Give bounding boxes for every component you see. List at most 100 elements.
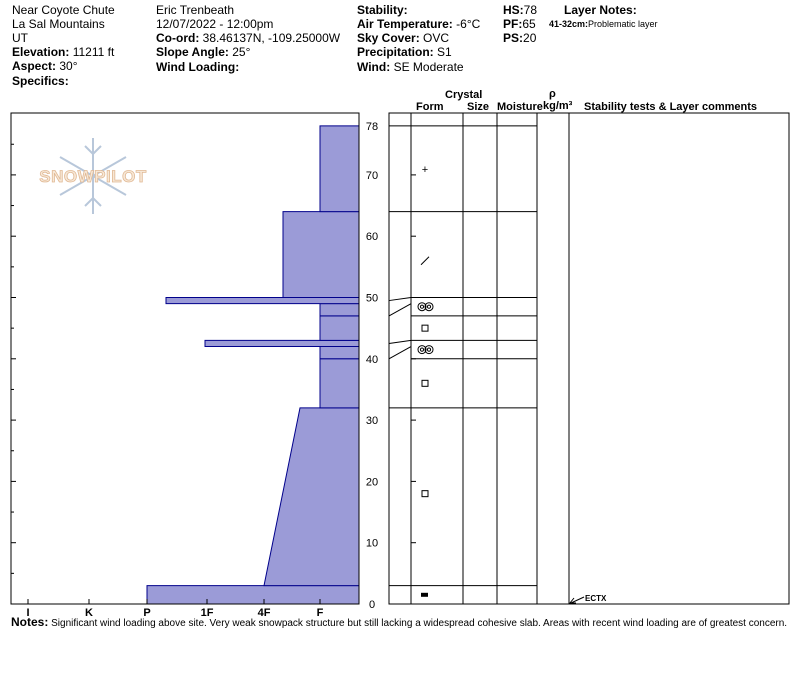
hardness-layer (319, 303, 360, 317)
elevation-value: 11211 ft (72, 45, 115, 59)
observation-datetime: 12/07/2022 - 12:00pm (156, 17, 274, 31)
coordinates: Co-ord: 38.46137N, -109.25000W (156, 31, 340, 45)
col-rho: ρ (549, 88, 556, 100)
air-temp-label: Air Temperature: (357, 17, 453, 31)
y-tick-label: 50 (366, 293, 378, 305)
y-tick-label: 70 (366, 170, 378, 182)
y-tick-label: 10 (366, 538, 378, 550)
faceted-crystals-icon (421, 379, 429, 387)
site-location: Near Coyote Chute (12, 3, 115, 17)
pf: PF:65 (503, 17, 536, 31)
stability-label: Stability: (357, 3, 408, 17)
hardness-layer (146, 585, 360, 605)
y-tick-label: 40 (366, 354, 378, 366)
col-form: Form (416, 101, 444, 113)
aspect-value: 30° (59, 59, 78, 73)
connector-line (388, 303, 412, 317)
y-tick-label: 20 (366, 476, 378, 488)
hardness-layer (165, 297, 360, 305)
aspect: Aspect: 30° (12, 59, 78, 73)
surface-hoar-icon (417, 302, 434, 312)
x-tick-label: 1F (201, 607, 214, 619)
hardness-layer (319, 315, 360, 341)
aspect-label: Aspect: (12, 59, 57, 73)
coord-value: 38.46137N, -109.25000W (202, 31, 341, 45)
faceted-crystals-icon (421, 324, 429, 332)
wind: Wind: SE Moderate (357, 60, 464, 74)
air-temperature: Air Temperature: -6°C (357, 17, 480, 31)
y-tick-label: 78 (366, 121, 378, 133)
y-tick-label: 0 (369, 599, 375, 611)
ps: PS:20 (503, 31, 536, 45)
layer-notes-title: Layer Notes: (564, 3, 637, 17)
pf-label: PF: (503, 17, 523, 31)
hardness-layer (204, 339, 360, 348)
hs: HS:78 (503, 3, 537, 17)
hardness-layer (282, 211, 360, 298)
col-moisture: Moisture (497, 101, 543, 113)
hs-label: HS: (503, 3, 524, 17)
hardness-layer (319, 346, 360, 360)
precip-particles-icon: + (422, 164, 428, 176)
notes-label: Notes: (11, 615, 49, 629)
test-label: ECTX (585, 594, 607, 603)
coord-label: Co-ord: (156, 31, 200, 45)
ps-value: 20 (523, 31, 537, 45)
slope-value: 25° (232, 45, 251, 59)
air-temp-value: -6°C (456, 17, 481, 31)
col-crystal: Crystal (445, 89, 483, 101)
x-tick-label: F (317, 607, 324, 619)
x-tick-label: I (26, 607, 29, 619)
x-tick-label: P (143, 607, 150, 619)
specifics-label: Specifics: (12, 74, 69, 88)
y-ticks-left (11, 143, 16, 574)
layer-note-range: 41-32cm: (549, 19, 589, 29)
wind-loading-label: Wind Loading: (156, 60, 240, 74)
elevation: Elevation: 11211 ft (12, 45, 114, 59)
grain-form-symbols: + (417, 164, 434, 597)
hardness-layer (319, 358, 360, 409)
wind-value: SE Moderate (393, 60, 464, 74)
site-range: La Sal Mountains (12, 17, 105, 31)
slope-label: Slope Angle: (156, 45, 229, 59)
connector-line (388, 346, 412, 360)
wind-label: Wind: (357, 60, 391, 74)
ectx-test-marker: ECTX (568, 594, 607, 604)
x-tick-label: 4F (258, 607, 271, 619)
hardness-layer (263, 407, 360, 587)
precip-value: S1 (437, 45, 452, 59)
precipitation: Precipitation: S1 (357, 45, 452, 59)
connector-line (388, 339, 412, 344)
test-arrow-head (568, 597, 576, 604)
x-axis-labels: I K P 1F 4F F (26, 599, 324, 619)
x-tick-label: K (85, 607, 93, 619)
observer-name: Eric Trenbeath (156, 3, 235, 17)
snowpilot-watermark: SNOWPILOT (39, 138, 147, 214)
y-tick-label: 60 (366, 231, 378, 243)
y-tick-label: 30 (366, 415, 378, 427)
notes: Notes: Significant wind loading above si… (11, 616, 787, 630)
col-density-unit: kg/m³ (543, 100, 573, 112)
col-stability: Stability tests & Layer comments (584, 101, 758, 113)
test-arrow-line (570, 596, 585, 604)
slope-angle: Slope Angle: 25° (156, 45, 250, 59)
decomposing-fragments-icon (420, 256, 430, 266)
col-size: Size (467, 101, 490, 113)
hardness-profile (146, 125, 360, 605)
hardness-layer (319, 125, 360, 213)
sky-cover: Sky Cover: OVC (357, 31, 449, 45)
ps-label: PS: (503, 31, 524, 45)
snowflake-icon (59, 138, 127, 214)
sky-value: OVC (423, 31, 450, 45)
watermark-text: SNOWPILOT (39, 167, 147, 186)
notes-text: Significant wind loading above site. Ver… (51, 618, 788, 629)
layer-note: 41-32cm:Problematic layer (549, 19, 658, 30)
faceted-crystals-icon (421, 490, 429, 498)
y-axis-labels: 0 10 20 30 40 50 60 70 78 (366, 121, 378, 611)
pf-value: 65 (522, 17, 536, 31)
connector-line (388, 297, 412, 302)
hs-value: 78 (523, 3, 538, 17)
sky-label: Sky Cover: (357, 31, 420, 45)
precip-label: Precipitation: (357, 45, 434, 59)
layer-note-text: Problematic layer (588, 19, 658, 29)
